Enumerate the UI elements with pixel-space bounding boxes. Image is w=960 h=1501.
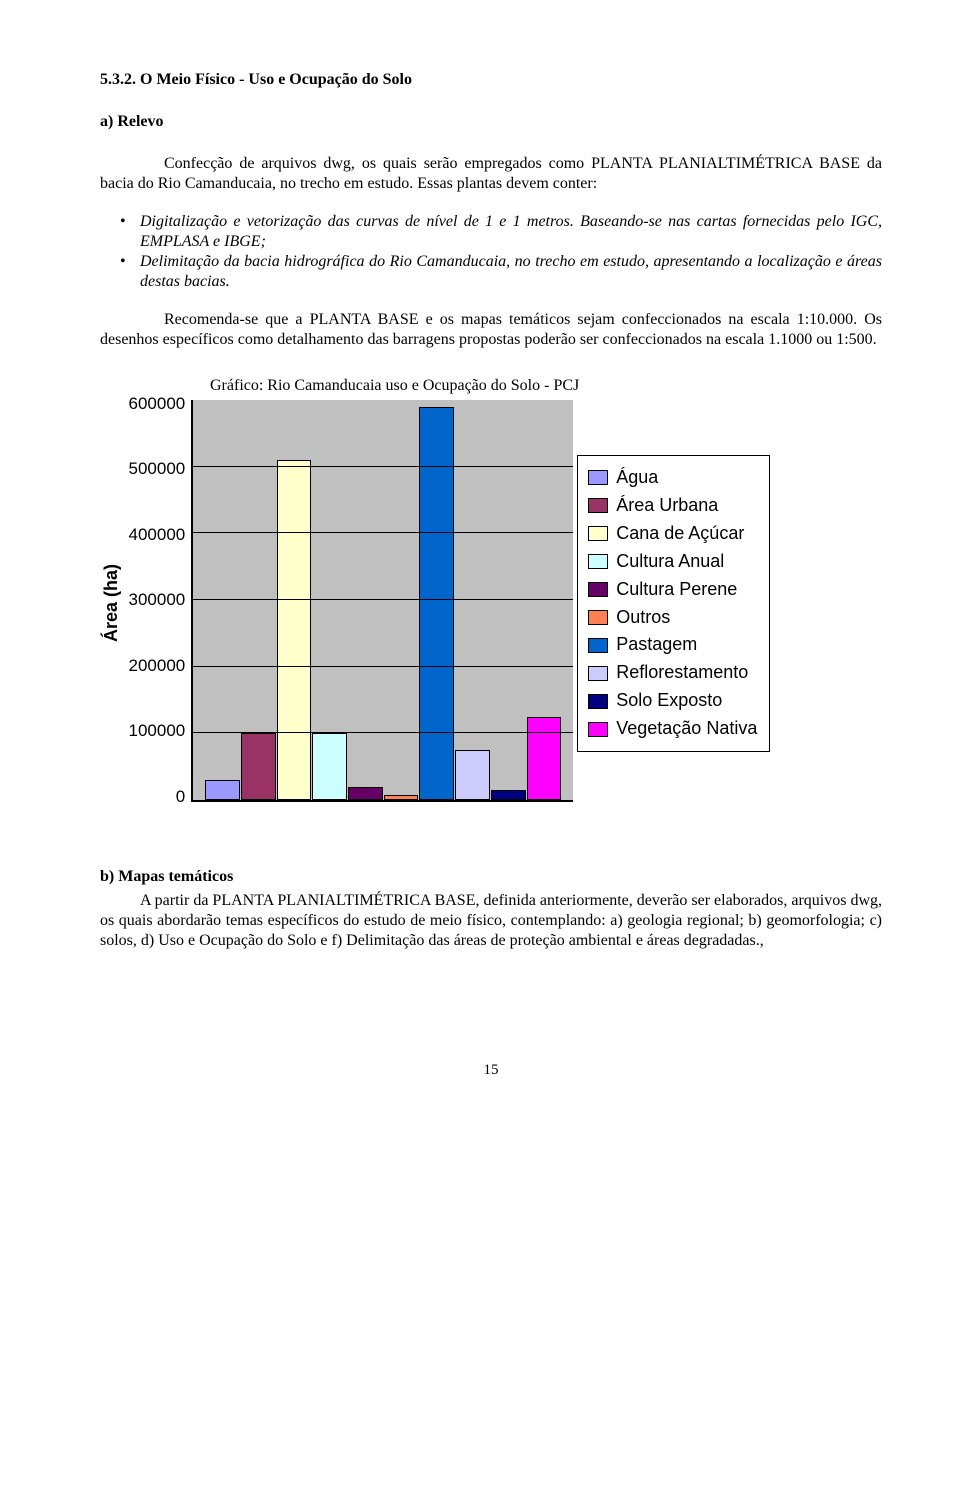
y-tick: 300000 <box>129 589 186 610</box>
plot-area <box>191 400 573 802</box>
y-tick: 600000 <box>129 393 186 414</box>
legend-label: Solo Exposto <box>616 687 722 715</box>
legend-swatch <box>588 554 608 569</box>
bar <box>241 733 276 800</box>
legend-row: Solo Exposto <box>588 687 757 715</box>
legend-row: Outros <box>588 604 757 632</box>
legend-row: Área Urbana <box>588 492 757 520</box>
y-tick: 400000 <box>129 524 186 545</box>
legend-row: Cultura Anual <box>588 548 757 576</box>
bullet-1-text: Digitalização e vetorização das curvas d… <box>140 213 882 250</box>
bars-group <box>193 400 573 800</box>
paragraph-b: A partir da PLANTA PLANIALTIMÉTRICA BASE… <box>100 891 882 951</box>
legend-label: Vegetação Nativa <box>616 715 757 743</box>
y-tick: 0 <box>176 786 185 807</box>
legend-swatch <box>588 694 608 709</box>
legend-label: Reflorestamento <box>616 659 748 687</box>
legend-label: Pastagem <box>616 631 697 659</box>
bar <box>491 790 526 800</box>
legend-label: Área Urbana <box>616 492 718 520</box>
legend-label: Cultura Perene <box>616 576 737 604</box>
y-axis-label: Área (ha) <box>100 564 123 642</box>
legend-row: Vegetação Nativa <box>588 715 757 743</box>
bullet-2-text: Delimitação da bacia hidrográfica do Rio… <box>140 253 882 290</box>
grid-line <box>193 599 573 600</box>
legend: ÁguaÁrea UrbanaCana de AçúcarCultura Anu… <box>577 455 770 752</box>
y-tick: 200000 <box>129 655 186 676</box>
legend-label: Outros <box>616 604 670 632</box>
y-axis-ticks: 600000 500000 400000 300000 200000 100000 0 <box>129 393 192 807</box>
chart-container: Área (ha) 600000500000400000300000200000… <box>100 400 882 807</box>
legend-swatch <box>588 610 608 625</box>
legend-swatch <box>588 582 608 597</box>
chart-body: 6000005000004000003000002000001000000 Ág… <box>129 400 771 807</box>
bullet-1: Digitalização e vetorização das curvas d… <box>100 212 882 252</box>
y-tick: 500000 <box>129 458 186 479</box>
bar <box>205 780 240 800</box>
subsection-b: b) Mapas temáticos <box>100 867 882 887</box>
bullet-2: Delimitação da bacia hidrográfica do Rio… <box>100 252 882 292</box>
grid-line <box>193 466 573 467</box>
legend-label: Cana de Açúcar <box>616 520 744 548</box>
bar <box>277 460 312 800</box>
legend-row: Cana de Açúcar <box>588 520 757 548</box>
chart-title: Gráfico: Rio Camanducaia uso e Ocupação … <box>100 376 882 396</box>
legend-label: Cultura Anual <box>616 548 724 576</box>
bar <box>312 733 347 800</box>
legend-swatch <box>588 470 608 485</box>
subsection-a: a) Relevo <box>100 112 882 132</box>
bar <box>384 795 419 800</box>
section-heading: 5.3.2. O Meio Físico - Uso e Ocupação do… <box>100 70 882 90</box>
paragraph-2: Recomenda-se que a PLANTA BASE e os mapa… <box>100 310 882 350</box>
y-tick: 100000 <box>129 720 186 741</box>
grid-line <box>193 532 573 533</box>
grid-line <box>193 666 573 667</box>
legend-row: Cultura Perene <box>588 576 757 604</box>
bullet-list: Digitalização e vetorização das curvas d… <box>100 212 882 292</box>
legend-row: Água <box>588 464 757 492</box>
legend-swatch <box>588 498 608 513</box>
legend-swatch <box>588 666 608 681</box>
legend-swatch <box>588 722 608 737</box>
bar <box>455 750 490 800</box>
page-number: 15 <box>100 1061 882 1080</box>
paragraph-1: Confecção de arquivos dwg, os quais serã… <box>100 154 882 194</box>
bar <box>527 717 562 800</box>
legend-row: Reflorestamento <box>588 659 757 687</box>
bar <box>348 787 383 800</box>
legend-swatch <box>588 526 608 541</box>
legend-row: Pastagem <box>588 631 757 659</box>
legend-label: Água <box>616 464 658 492</box>
legend-swatch <box>588 638 608 653</box>
grid-line <box>193 732 573 733</box>
